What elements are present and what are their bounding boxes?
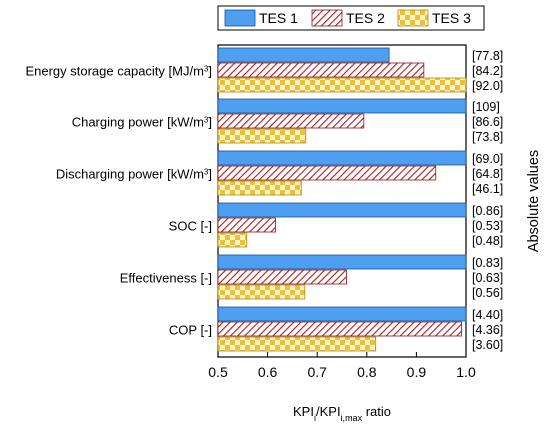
category-label-charging-power: Charging power [kW/m3]	[72, 115, 212, 130]
bar-discharging-power-tes-3	[217, 180, 302, 196]
x-tick-label: 0.8	[357, 364, 377, 380]
bar-energy-storage-capacity-tes-2	[217, 62, 425, 78]
bar-charging-power-tes-2	[217, 113, 365, 129]
bar-cop-tes-2	[217, 321, 462, 337]
bar-energy-storage-capacity-tes-3	[217, 77, 467, 93]
category-label-cop: COP [-]	[169, 323, 212, 338]
category-label-soc: SOC [-]	[169, 219, 212, 234]
value-label-effectiveness-tes-2: [0.63]	[472, 271, 503, 285]
x-tick-label: 0.9	[407, 364, 427, 380]
value-label-soc-tes-2: [0.53]	[472, 219, 503, 233]
category-label-effectiveness: Effectiveness [-]	[120, 271, 212, 286]
bar-effectiveness-tes-3	[217, 284, 306, 300]
value-label-effectiveness-tes-3: [0.56]	[472, 286, 503, 300]
bar-soc-tes-1	[217, 202, 467, 218]
label-layer: [77.8][84.2][92.0] Energy storage capacit…	[25, 49, 542, 423]
value-label-discharging-power-tes-2: [64.8]	[472, 167, 503, 181]
legend-box	[217, 5, 485, 31]
x-tick-label: 0.7	[307, 364, 327, 380]
x-axis-title: KPIi/KPIi,max ratio	[293, 404, 391, 423]
bar-charging-power-tes-3	[217, 128, 307, 144]
value-label-soc-tes-3: [0.48]	[472, 234, 503, 248]
legend-swatch-tes-3	[397, 9, 429, 27]
plot-frame	[217, 44, 467, 358]
value-label-discharging-power-tes-1: [69.0]	[472, 152, 503, 166]
value-label-energy-storage-capacity-tes-1: [77.8]	[472, 49, 503, 63]
bar-cop-tes-1	[217, 306, 467, 322]
legend-label-tes-1: TES 1	[259, 10, 298, 26]
legend: TES 1 TES 2 TES 3	[217, 5, 485, 31]
category-label-discharging-power: Discharging power [kW/m3]	[56, 167, 212, 182]
bar-soc-tes-2	[217, 217, 276, 233]
right-axis-label: Absolute values	[526, 150, 542, 252]
value-label-charging-power-tes-2: [86.6]	[472, 115, 503, 129]
value-label-cop-tes-3: [3.60]	[472, 338, 503, 352]
legend-swatch-tes-1	[224, 9, 256, 27]
category-label-energy-storage-capacity: Energy storage capacity [MJ/m3]	[25, 64, 212, 79]
value-label-charging-power-tes-3: [73.8]	[472, 130, 503, 144]
value-label-charging-power-tes-1: [109]	[472, 100, 500, 114]
bar-cop-tes-3	[217, 336, 377, 352]
legend-label-tes-3: TES 3	[432, 10, 471, 26]
legend-swatch-tes-2	[311, 9, 343, 27]
value-label-effectiveness-tes-1: [0.83]	[472, 256, 503, 270]
value-label-soc-tes-1: [0.86]	[472, 204, 503, 218]
x-tick-label: 0.6	[258, 364, 278, 380]
value-label-energy-storage-capacity-tes-3: [92.0]	[472, 79, 503, 93]
bar-discharging-power-tes-1	[217, 150, 467, 166]
value-label-cop-tes-1: [4.40]	[472, 308, 503, 322]
value-label-energy-storage-capacity-tes-2: [84.2]	[472, 64, 503, 78]
value-label-discharging-power-tes-3: [46.1]	[472, 182, 503, 196]
bar-discharging-power-tes-2	[217, 165, 437, 181]
value-label-cop-tes-2: [4.36]	[472, 323, 503, 337]
legend-label-tes-2: TES 2	[346, 10, 385, 26]
bar-effectiveness-tes-2	[217, 269, 347, 285]
bar-effectiveness-tes-1	[217, 254, 467, 270]
bar-soc-tes-3	[217, 232, 248, 248]
plot-area: TES 1 TES 2 TES 3	[217, 5, 485, 358]
bar-energy-storage-capacity-tes-1	[217, 47, 390, 63]
bar-charging-power-tes-1	[217, 98, 467, 114]
x-tick-label: 1.0	[456, 364, 476, 380]
x-tick-label: 0.5	[208, 364, 228, 380]
